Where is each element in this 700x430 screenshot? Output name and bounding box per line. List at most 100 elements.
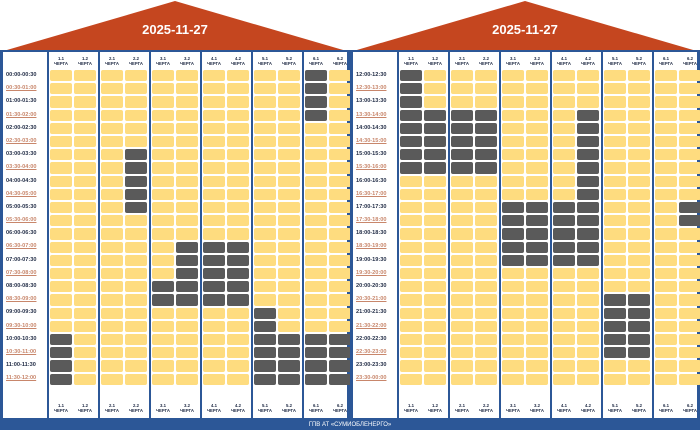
power-on-cell [176, 307, 198, 319]
outage-cell [679, 215, 700, 227]
time-slot-label: 05:00-05:30 [6, 203, 37, 210]
power-on-cell [451, 320, 473, 333]
queue-header: 6.1 ЧЕРГА [308, 403, 324, 413]
queue-header: 4.2 ЧЕРГА [580, 56, 596, 66]
power-on-cell [74, 162, 96, 174]
time-slot-label: 04:00-04:30 [6, 177, 37, 184]
outage-cell [176, 267, 198, 280]
power-on-cell [655, 228, 677, 240]
power-on-cell [679, 360, 700, 372]
power-on-cell [628, 215, 650, 227]
power-on-cell [502, 281, 524, 293]
power-on-cell [502, 267, 524, 280]
power-on-cell [329, 320, 351, 333]
power-on-cell [203, 215, 225, 227]
time-slot-label: 15:30-16:00 [356, 164, 387, 171]
outage-cell [475, 149, 497, 161]
outage-cell [577, 201, 599, 214]
power-on-cell [475, 360, 497, 372]
power-on-cell [451, 241, 473, 253]
power-on-cell [176, 228, 198, 240]
outage-cell [502, 241, 524, 253]
power-on-cell [475, 281, 497, 293]
outage-cell [577, 149, 599, 161]
power-on-cell [101, 201, 123, 214]
outage-cell [50, 347, 72, 359]
time-slot-label: 03:00-03:30 [6, 151, 37, 158]
outage-cell [577, 188, 599, 201]
power-on-cell [278, 69, 300, 82]
power-on-cell [101, 83, 123, 95]
time-slot-label: 11:00-11:30 [6, 362, 36, 369]
queue-header: 2.2 ЧЕРГА [478, 56, 494, 66]
time-slot-label: 19:30-20:00 [356, 269, 387, 276]
power-on-cell [254, 254, 276, 267]
power-on-cell [152, 241, 174, 253]
outage-cell [475, 135, 497, 148]
power-on-cell [424, 267, 446, 280]
power-on-cell [424, 96, 446, 108]
power-on-cell [176, 373, 198, 385]
power-on-cell [203, 149, 225, 161]
power-on-cell [101, 347, 123, 359]
power-on-cell [604, 135, 626, 148]
power-on-cell [254, 135, 276, 148]
power-on-cell [475, 188, 497, 201]
power-on-cell [227, 135, 249, 148]
schedule-grid: 12:00-12:30 12:30-13:00 13:00-13:30 13:30-1… [353, 52, 700, 418]
outage-cell [400, 149, 422, 161]
power-on-cell [74, 188, 96, 201]
power-on-cell [74, 69, 96, 82]
schedule-grid: 00:00-00:30 00:30-01:00 01:00-01:30 01:30-0… [3, 52, 351, 418]
power-on-cell [50, 162, 72, 174]
power-on-cell [424, 83, 446, 95]
power-on-cell [655, 188, 677, 201]
power-on-cell [655, 333, 677, 346]
group-divider [550, 52, 552, 418]
power-on-cell [278, 228, 300, 240]
power-on-cell [152, 135, 174, 148]
power-on-cell [424, 188, 446, 201]
power-on-cell [679, 149, 700, 161]
power-on-cell [526, 69, 548, 82]
power-on-cell [553, 333, 575, 346]
outage-cell [400, 96, 422, 108]
outage-cell [254, 307, 276, 319]
power-on-cell [203, 122, 225, 135]
power-on-cell [526, 135, 548, 148]
power-on-cell [475, 83, 497, 95]
power-on-cell [125, 241, 147, 253]
power-on-cell [628, 162, 650, 174]
power-on-cell [329, 267, 351, 280]
power-on-cell [400, 228, 422, 240]
group-divider [47, 52, 49, 418]
power-on-cell [101, 373, 123, 385]
power-on-cell [604, 241, 626, 253]
power-on-cell [502, 135, 524, 148]
power-on-cell [101, 175, 123, 187]
power-on-cell [553, 109, 575, 121]
power-on-cell [152, 188, 174, 201]
queue-header: 5.2 ЧЕРГА [631, 56, 647, 66]
power-on-cell [526, 281, 548, 293]
power-on-cell [152, 320, 174, 333]
time-slot-label: 17:00-17:30 [356, 203, 387, 210]
power-on-cell [125, 294, 147, 306]
group-divider [251, 52, 253, 418]
outage-cell [278, 347, 300, 359]
power-on-cell [125, 228, 147, 240]
power-on-cell [628, 83, 650, 95]
power-on-cell [74, 373, 96, 385]
power-on-cell [50, 69, 72, 82]
outage-cell [305, 69, 327, 82]
power-on-cell [278, 201, 300, 214]
power-on-cell [475, 267, 497, 280]
power-on-cell [655, 320, 677, 333]
queue-header: 6.1 ЧЕРГА [658, 56, 674, 66]
power-on-cell [74, 149, 96, 161]
power-on-cell [305, 135, 327, 148]
schedule-frame: 12:00-12:30 12:30-13:00 13:00-13:30 13:30-1… [350, 50, 700, 420]
outage-cell [254, 347, 276, 359]
power-on-cell [203, 320, 225, 333]
outage-cell [254, 320, 276, 333]
